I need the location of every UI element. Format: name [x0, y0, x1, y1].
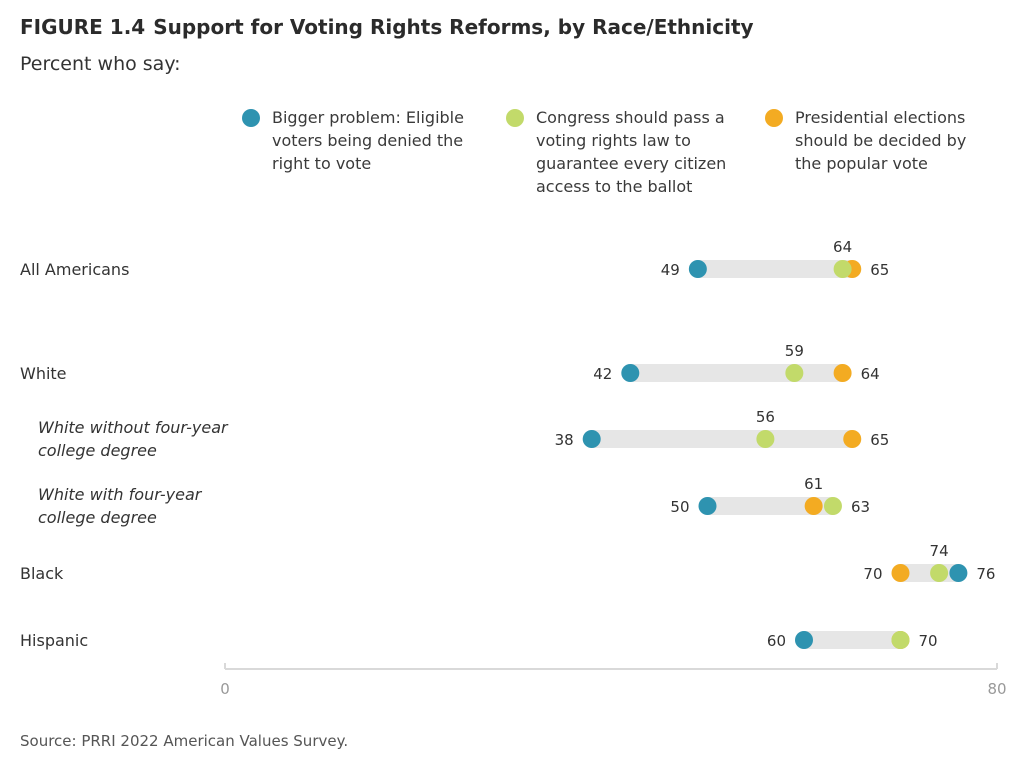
- data-label-bigger-problem: 49: [661, 261, 680, 279]
- row-label-line: All Americans: [20, 259, 130, 279]
- dot-popular-vote: [843, 430, 862, 448]
- data-label-popular-vote: 65: [870, 431, 889, 449]
- data-label-congress: 59: [785, 342, 804, 360]
- dot-congress: [785, 364, 804, 382]
- row-label-line: Black: [20, 563, 64, 583]
- legend-swatch-congress: [506, 109, 524, 127]
- dot-popular-vote: [833, 364, 852, 382]
- dot-bigger-problem: [949, 564, 968, 582]
- dot-popular-vote: [804, 497, 823, 515]
- legend-label-congress: Congress should pass a voting rights law…: [536, 108, 727, 196]
- data-label-congress: 64: [833, 238, 852, 256]
- dot-congress: [823, 497, 842, 515]
- dot-congress: [930, 564, 949, 582]
- data-label-congress: 56: [756, 408, 775, 426]
- row-label: White with four-year college degree: [38, 483, 201, 529]
- dot-bigger-problem: [698, 497, 717, 515]
- dot-congress: [833, 260, 852, 278]
- row-label-line: White without four-year: [38, 418, 228, 437]
- row-label: White: [20, 362, 67, 385]
- data-label-bigger-problem: 76: [976, 565, 995, 583]
- row-label: White without four-year college degree: [38, 416, 228, 462]
- row-label: All Americans: [20, 258, 129, 281]
- legend-label-bigger-problem: Bigger problem: Eligible voters being de…: [272, 108, 464, 173]
- figure-title-text: Support for Voting Rights Reforms, by Ra…: [153, 15, 754, 39]
- legend-label-popular-vote: Presidential elections should be decided…: [795, 108, 967, 173]
- row-label: Hispanic: [20, 629, 88, 652]
- figure-number: FIGURE 1.4: [20, 15, 146, 39]
- data-label-popular-vote: 70: [863, 565, 882, 583]
- legend-swatch-bigger-problem: [242, 109, 260, 127]
- data-label-congress: 63: [851, 498, 870, 516]
- data-label-bigger-problem: 42: [593, 365, 612, 383]
- data-label-popular-vote: 70: [919, 632, 938, 650]
- row-label-line: White: [20, 363, 67, 383]
- dot-popular-vote: [891, 564, 910, 582]
- dot-bigger-problem: [795, 631, 813, 649]
- dot-congress: [891, 631, 910, 649]
- figure-title: FIGURE 1.4 Support for Voting Rights Refo…: [20, 15, 754, 39]
- data-label-bigger-problem: 38: [555, 431, 574, 449]
- data-label-popular-vote: 61: [804, 475, 823, 493]
- data-label-bigger-problem: 50: [670, 498, 689, 516]
- data-label-popular-vote: 64: [861, 365, 880, 383]
- dot-congress: [756, 430, 775, 448]
- data-label-congress: 74: [930, 542, 949, 560]
- row-label-line: college degree: [38, 441, 157, 460]
- dot-bigger-problem: [688, 260, 707, 278]
- figure-subtitle: Percent who say:: [20, 53, 181, 75]
- source-note: Source: PRRI 2022 American Values Survey…: [20, 732, 349, 750]
- data-label-popular-vote: 65: [870, 261, 889, 279]
- row-label-line: college degree: [38, 508, 157, 527]
- row-label-line: White with four-year: [38, 485, 202, 504]
- dot-bigger-problem: [582, 430, 601, 448]
- x-tick-label: 0: [220, 680, 230, 698]
- row-label-line: Hispanic: [20, 630, 89, 650]
- dot-bigger-problem: [621, 364, 640, 382]
- legend-swatch-popular-vote: [765, 109, 783, 127]
- x-tick-label: 80: [987, 680, 1006, 698]
- row-label: Black: [20, 562, 63, 585]
- data-label-bigger-problem: 60: [767, 632, 786, 650]
